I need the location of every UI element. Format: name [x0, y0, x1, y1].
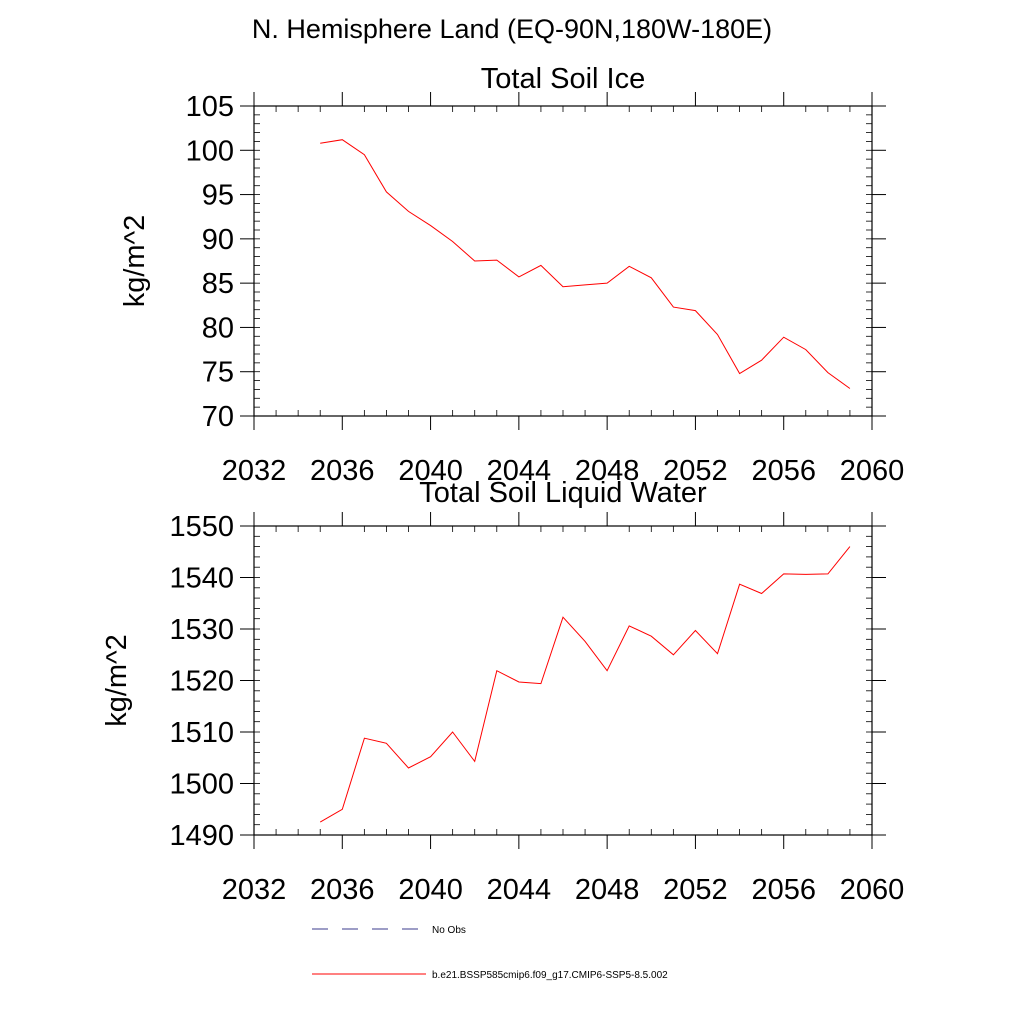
y-tick-label: 1520 [169, 666, 234, 698]
x-tick-label: 2052 [663, 455, 728, 487]
x-tick-label: 2040 [398, 455, 463, 487]
legend-label: b.e21.BSSP585cmip6.f09_g17.CMIP6-SSP5-8.… [432, 970, 668, 981]
legend: No Obs b.e21.BSSP585cmip6.f09_g17.CMIP6-S… [312, 925, 668, 981]
y-tick-label: 1490 [169, 820, 234, 852]
x-tick-label: 2044 [487, 874, 552, 906]
x-tick-label: 2032 [222, 455, 287, 487]
series-line [319, 546, 851, 823]
y-tick-label: 1530 [169, 614, 234, 646]
y-tick-label: 100 [186, 135, 234, 167]
y-tick-label: 1540 [169, 563, 234, 595]
x-tick-label: 2048 [575, 455, 640, 487]
series-line [320, 139, 851, 389]
y-tick-label: 85 [202, 268, 234, 300]
y-tick-label: 95 [202, 180, 234, 212]
y-tick-label: 70 [202, 401, 234, 433]
x-tick-label: 2036 [310, 455, 375, 487]
y-tick-label: 105 [186, 91, 234, 123]
chart-title: Total Soil Ice [481, 63, 645, 95]
y-tick-label: 75 [202, 357, 234, 389]
y-tick-label: 80 [202, 312, 234, 344]
y-axis-label: kg/m^2 [119, 215, 151, 308]
panel-total-soil-ice: Total Soil Ice kg/m^2 2032 2036 2040 2044 2048… [119, 63, 904, 487]
x-tick-label: 2040 [398, 874, 463, 906]
x-tick-label: 2036 [310, 874, 375, 906]
x-tick-label: 2032 [222, 874, 287, 906]
y-tick-label: 1550 [169, 511, 234, 543]
plot-frame [253, 525, 873, 836]
figure-suptitle: N. Hemisphere Land (EQ-90N,180W-180E) [251, 14, 773, 44]
legend-label: No Obs [432, 925, 466, 936]
plot-frame [253, 105, 873, 417]
y-tick-label: 1500 [169, 769, 234, 801]
x-tick-label: 2060 [840, 455, 905, 487]
x-tick-label: 2060 [840, 874, 905, 906]
x-tick-label: 2048 [575, 874, 640, 906]
y-axis-label: kg/m^2 [101, 634, 133, 727]
x-tick-label: 2052 [663, 874, 728, 906]
x-tick-label: 2044 [487, 455, 552, 487]
y-tick-label: 1510 [169, 717, 234, 749]
y-tick-label: 90 [202, 224, 234, 256]
x-tick-label: 2056 [751, 455, 816, 487]
x-tick-label: 2056 [751, 874, 816, 906]
chart-title: Total Soil Liquid Water [419, 477, 707, 509]
panel-total-soil-liquid-water: Total Soil Liquid Water kg/m^2 2032 2036 204… [101, 477, 904, 906]
